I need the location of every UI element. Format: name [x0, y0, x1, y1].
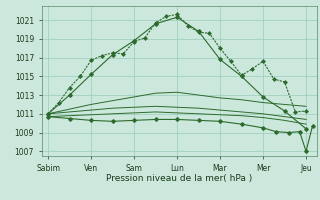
- X-axis label: Pression niveau de la mer( hPa ): Pression niveau de la mer( hPa ): [106, 174, 252, 183]
